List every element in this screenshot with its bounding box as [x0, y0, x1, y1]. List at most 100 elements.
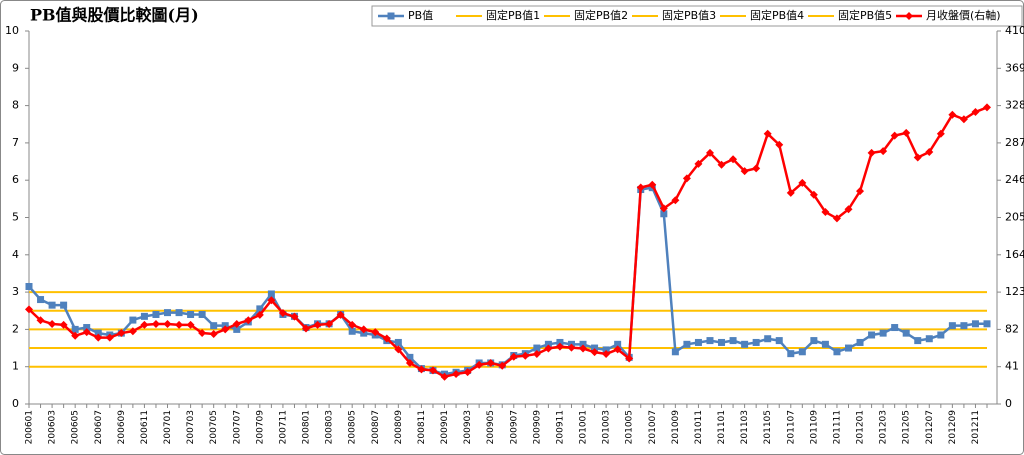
- data-point: [613, 345, 622, 354]
- data-point: [729, 155, 738, 164]
- x-tick-label: 200805: [348, 410, 358, 444]
- data-point: [867, 148, 876, 157]
- x-tick-label: 200701: [163, 410, 173, 444]
- data-point: [579, 340, 587, 348]
- data-point: [717, 160, 726, 169]
- data-point: [544, 340, 552, 348]
- legend-label: 月收盤價(右軸): [926, 8, 1001, 22]
- data-point: [302, 324, 311, 333]
- data-point: [694, 338, 702, 346]
- data-point: [475, 360, 484, 369]
- legend-label: PB值: [408, 9, 433, 22]
- data-point: [787, 350, 795, 358]
- data-point: [129, 316, 137, 324]
- y2-tick-label: 123: [1005, 285, 1024, 298]
- data-point: [832, 214, 841, 223]
- data-point: [336, 310, 345, 319]
- data-point: [25, 283, 33, 291]
- x-tick-label: 200603: [48, 410, 58, 444]
- data-point: [659, 204, 668, 213]
- x-tick-label: 201209: [948, 410, 958, 445]
- y-tick-label: 6: [12, 173, 19, 186]
- data-point: [614, 340, 622, 348]
- x-tick-label: 201107: [786, 410, 796, 444]
- data-point: [71, 325, 79, 333]
- x-tick-label: 200711: [278, 410, 288, 444]
- x-tick-label: 200703: [186, 410, 196, 444]
- data-point: [856, 338, 864, 346]
- data-point: [810, 337, 818, 345]
- data-point: [775, 337, 783, 345]
- data-point: [591, 344, 599, 352]
- legend-label: 固定PB值5: [838, 8, 892, 22]
- data-point: [128, 327, 137, 336]
- data-point: [891, 324, 899, 332]
- y2-tick-label: 246: [1005, 173, 1024, 186]
- data-point: [959, 115, 968, 124]
- data-point: [775, 140, 784, 149]
- data-point: [140, 320, 149, 329]
- data-point: [405, 359, 414, 368]
- y-tick-label: 10: [5, 24, 19, 37]
- data-point: [556, 338, 564, 346]
- data-point: [971, 107, 980, 116]
- data-point: [844, 205, 853, 214]
- data-point: [913, 153, 922, 162]
- data-point: [948, 322, 956, 330]
- data-point: [648, 180, 657, 189]
- data-point: [821, 340, 829, 348]
- x-tick-label: 200807: [371, 410, 381, 444]
- data-point: [221, 325, 230, 334]
- y-tick-label: 8: [12, 99, 19, 112]
- x-tick-label: 201105: [763, 410, 773, 444]
- y2-tick-label: 369: [1005, 61, 1024, 74]
- data-point: [244, 316, 253, 325]
- x-tick-label: 200907: [509, 410, 519, 444]
- x-tick-label: 200901: [440, 410, 450, 444]
- x-tick-label: 200609: [117, 410, 127, 445]
- data-point: [718, 338, 726, 346]
- data-point: [417, 365, 426, 374]
- data-point: [821, 208, 830, 217]
- data-point: [36, 316, 45, 325]
- y-tick-label: 9: [12, 61, 19, 74]
- x-tick-label: 200803: [325, 410, 335, 444]
- x-tick-label: 201103: [740, 410, 750, 444]
- data-point: [602, 349, 611, 358]
- data-point: [798, 178, 807, 187]
- data-point: [914, 337, 922, 345]
- legend-marker: [905, 12, 913, 20]
- data-point: [752, 164, 761, 173]
- x-tick-label: 200707: [232, 410, 242, 444]
- legend: PB值 固定PB值1 固定PB值2 固定PB值3 固定PB值4 固定PB值5 月收盤價(右軸…: [378, 8, 1001, 22]
- x-tick-label: 201009: [671, 410, 681, 445]
- data-point: [210, 322, 218, 330]
- data-point: [371, 328, 380, 337]
- legend-label: 固定PB值3: [662, 8, 716, 22]
- data-point: [394, 345, 403, 354]
- data-point: [682, 174, 691, 183]
- data-point: [925, 335, 933, 343]
- data-point: [729, 337, 737, 345]
- y2-tick-label: 410: [1005, 24, 1024, 37]
- data-point: [256, 305, 264, 313]
- data-point: [983, 103, 991, 112]
- data-point: [533, 344, 541, 352]
- data-point: [902, 329, 910, 337]
- data-point: [925, 147, 934, 156]
- y2-tick-label: 0: [1005, 397, 1012, 410]
- data-point: [60, 301, 68, 309]
- data-point: [706, 337, 714, 345]
- data-point: [233, 325, 241, 333]
- data-point: [71, 331, 80, 340]
- data-point: [59, 320, 68, 329]
- data-point: [671, 196, 680, 205]
- data-point: [382, 334, 391, 343]
- data-point: [798, 348, 806, 356]
- x-tick-label: 201201: [856, 410, 866, 444]
- data-point: [740, 167, 749, 176]
- data-point: [348, 320, 357, 329]
- data-point: [705, 148, 714, 157]
- data-point: [555, 342, 564, 351]
- x-tick-label: 200911: [555, 410, 565, 444]
